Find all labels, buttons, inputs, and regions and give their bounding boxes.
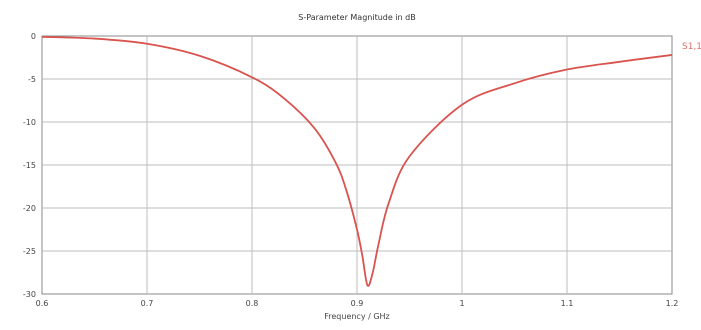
y-tick-label: -25 (23, 247, 36, 256)
x-tick-label: 0.6 (36, 299, 49, 308)
y-tick-label: 0 (31, 32, 36, 41)
x-axis-label: Frequency / GHz (324, 312, 390, 321)
x-axis: 0.6 0.7 0.8 0.9 1 1.1 1.2 (36, 299, 679, 308)
x-tick-label: 1.1 (561, 299, 574, 308)
grid (42, 36, 672, 294)
y-axis: 0 -5 -10 -15 -20 -25 -30 (23, 32, 36, 299)
y-tick-label: -5 (28, 75, 36, 84)
y-tick-label: -10 (23, 118, 36, 127)
x-tick-label: 0.7 (141, 299, 154, 308)
y-tick-label: -30 (23, 290, 36, 299)
legend-entry-s11: S1,1 (682, 42, 701, 52)
x-tick-label: 0.9 (351, 299, 364, 308)
x-tick-label: 1.2 (666, 299, 679, 308)
y-tick-label: -20 (23, 204, 36, 213)
series-line-s11 (41, 35, 673, 287)
x-tick-label: 0.8 (246, 299, 259, 308)
series-layer (41, 35, 673, 287)
chart-title: S-Parameter Magnitude in dB (298, 13, 415, 22)
x-tick-label: 1 (459, 299, 464, 308)
y-tick-label: -15 (23, 161, 36, 170)
